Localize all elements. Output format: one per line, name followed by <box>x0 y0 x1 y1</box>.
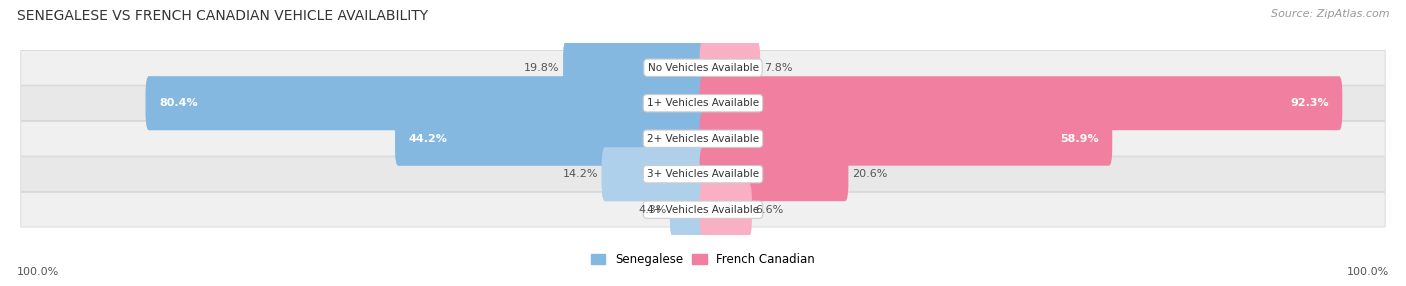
Text: 3+ Vehicles Available: 3+ Vehicles Available <box>647 169 759 179</box>
FancyBboxPatch shape <box>395 112 706 166</box>
FancyBboxPatch shape <box>700 183 752 237</box>
FancyBboxPatch shape <box>21 121 1385 156</box>
FancyBboxPatch shape <box>564 41 706 95</box>
FancyBboxPatch shape <box>21 86 1385 121</box>
FancyBboxPatch shape <box>669 183 706 237</box>
Legend: Senegalese, French Canadian: Senegalese, French Canadian <box>586 248 820 271</box>
Text: 100.0%: 100.0% <box>17 267 59 277</box>
Text: 14.2%: 14.2% <box>562 169 599 179</box>
Text: 92.3%: 92.3% <box>1289 98 1329 108</box>
Text: 7.8%: 7.8% <box>763 63 792 73</box>
FancyBboxPatch shape <box>602 147 706 201</box>
FancyBboxPatch shape <box>700 112 1112 166</box>
Text: 80.4%: 80.4% <box>159 98 198 108</box>
Text: 6.6%: 6.6% <box>755 205 783 215</box>
Text: No Vehicles Available: No Vehicles Available <box>648 63 758 73</box>
FancyBboxPatch shape <box>700 76 1343 130</box>
Text: Source: ZipAtlas.com: Source: ZipAtlas.com <box>1271 9 1389 19</box>
FancyBboxPatch shape <box>146 76 706 130</box>
FancyBboxPatch shape <box>21 192 1385 227</box>
Text: 4+ Vehicles Available: 4+ Vehicles Available <box>647 205 759 215</box>
FancyBboxPatch shape <box>21 50 1385 85</box>
FancyBboxPatch shape <box>602 147 706 201</box>
FancyBboxPatch shape <box>669 183 706 237</box>
FancyBboxPatch shape <box>700 41 761 95</box>
Text: 20.6%: 20.6% <box>852 169 887 179</box>
Text: 44.2%: 44.2% <box>409 134 447 144</box>
FancyBboxPatch shape <box>21 157 1385 192</box>
FancyBboxPatch shape <box>564 41 706 95</box>
Text: 2+ Vehicles Available: 2+ Vehicles Available <box>647 134 759 144</box>
Text: 4.3%: 4.3% <box>638 205 666 215</box>
Text: 1+ Vehicles Available: 1+ Vehicles Available <box>647 98 759 108</box>
FancyBboxPatch shape <box>146 76 706 130</box>
Text: 19.8%: 19.8% <box>524 63 560 73</box>
FancyBboxPatch shape <box>395 112 706 166</box>
FancyBboxPatch shape <box>700 147 848 201</box>
Text: SENEGALESE VS FRENCH CANADIAN VEHICLE AVAILABILITY: SENEGALESE VS FRENCH CANADIAN VEHICLE AV… <box>17 9 427 23</box>
Text: 100.0%: 100.0% <box>1347 267 1389 277</box>
Text: 58.9%: 58.9% <box>1060 134 1098 144</box>
